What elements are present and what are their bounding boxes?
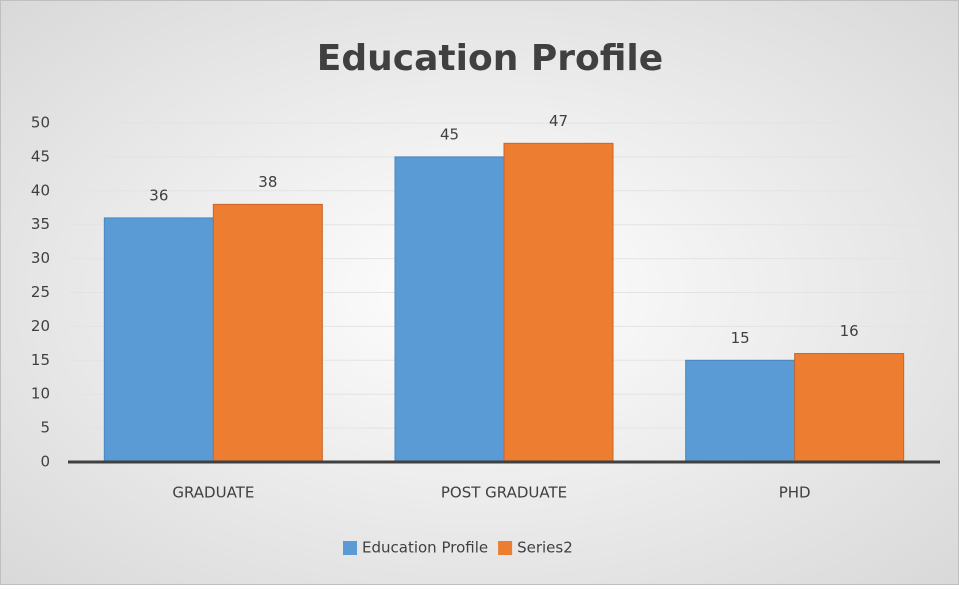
legend-swatch: [343, 541, 357, 555]
y-tick-label: 20: [31, 317, 50, 335]
y-tick-label: 15: [31, 351, 50, 369]
bar: [394, 156, 505, 463]
x-tick-label: GRADUATE: [172, 484, 254, 502]
y-tick-label: 40: [31, 181, 50, 199]
legend-swatch: [498, 541, 513, 555]
y-tick-label: 25: [31, 283, 50, 301]
data-label: 36: [149, 186, 168, 204]
y-tick-label: 30: [31, 249, 50, 267]
legend-label: Series2: [517, 539, 573, 557]
bar: [103, 217, 214, 463]
y-tick-label: 50: [31, 114, 50, 132]
data-label: 47: [549, 112, 568, 130]
chart-title: Education Profile: [317, 38, 663, 79]
legend-label: Education Profile: [362, 539, 488, 557]
bar: [212, 203, 323, 463]
x-tick-label: PHD: [779, 484, 811, 502]
data-label: 38: [258, 173, 277, 191]
data-label: 15: [731, 329, 750, 347]
y-tick-label: 35: [31, 215, 50, 233]
y-tick-label: 45: [31, 147, 50, 165]
data-label: 45: [440, 125, 459, 143]
y-tick-label: 5: [40, 419, 50, 437]
y-tick-label: 10: [31, 385, 50, 403]
bar: [503, 142, 614, 463]
x-tick-label: POST GRADUATE: [441, 484, 567, 502]
bar: [794, 353, 905, 463]
data-label: 16: [840, 322, 859, 340]
bar: [685, 359, 796, 463]
y-tick-label: 0: [40, 453, 50, 471]
